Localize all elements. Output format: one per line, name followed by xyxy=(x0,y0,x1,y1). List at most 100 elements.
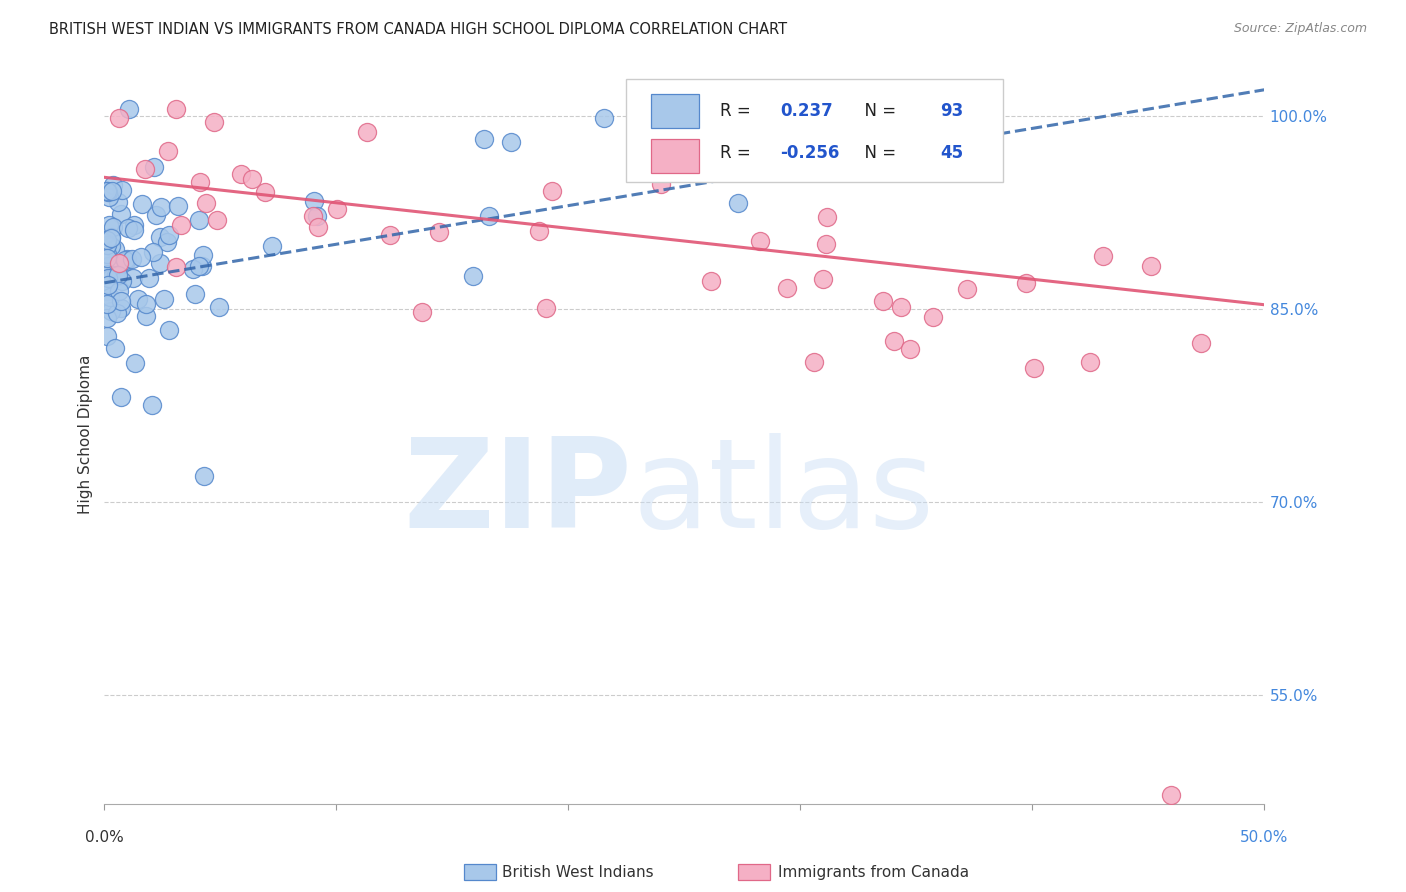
Point xyxy=(811,271,834,285)
Point xyxy=(326,202,349,216)
Point xyxy=(97,277,120,292)
Point xyxy=(527,224,550,238)
Text: -0.256: -0.256 xyxy=(780,144,839,161)
Point xyxy=(889,301,911,315)
Point xyxy=(541,184,564,198)
Point xyxy=(149,230,172,244)
Point xyxy=(108,284,131,298)
Point xyxy=(97,218,120,232)
Text: Immigrants from Canada: Immigrants from Canada xyxy=(778,865,969,880)
Point xyxy=(100,229,122,244)
Point xyxy=(472,132,495,146)
Point xyxy=(1092,249,1115,263)
Text: N =: N = xyxy=(853,144,901,161)
Point xyxy=(240,171,263,186)
Text: 93: 93 xyxy=(941,103,965,120)
Point xyxy=(380,228,402,243)
Point xyxy=(142,161,165,175)
Point xyxy=(1140,259,1163,273)
Point xyxy=(124,355,146,369)
Point xyxy=(134,161,156,176)
Text: R =: R = xyxy=(720,144,756,161)
Point xyxy=(202,115,225,129)
Text: N =: N = xyxy=(853,103,901,120)
Point xyxy=(141,398,163,412)
Point xyxy=(97,277,120,292)
Point xyxy=(142,244,165,259)
Text: 45: 45 xyxy=(941,144,963,161)
Point xyxy=(100,239,122,253)
Point xyxy=(1015,277,1038,291)
Point xyxy=(700,274,723,288)
Point xyxy=(97,267,120,281)
Point xyxy=(803,355,825,369)
Text: 50.0%: 50.0% xyxy=(1240,830,1288,845)
Point xyxy=(100,271,122,285)
Point xyxy=(534,301,557,316)
Point xyxy=(100,184,122,198)
Point xyxy=(110,301,132,315)
Point xyxy=(208,301,231,315)
Point xyxy=(776,281,799,295)
Y-axis label: High School Diploma: High School Diploma xyxy=(79,354,93,514)
Point xyxy=(749,235,772,249)
Point xyxy=(152,292,174,306)
Point xyxy=(107,194,129,209)
Point xyxy=(98,289,121,303)
Text: Source: ZipAtlas.com: Source: ZipAtlas.com xyxy=(1233,22,1367,36)
Point xyxy=(135,309,157,323)
Point xyxy=(1189,335,1212,350)
Point xyxy=(181,261,204,276)
Point xyxy=(124,218,146,232)
Point xyxy=(307,210,329,224)
Bar xyxy=(651,138,699,173)
Point xyxy=(105,305,128,319)
Point xyxy=(427,225,450,239)
Point xyxy=(956,282,979,296)
Point xyxy=(111,274,134,288)
Point xyxy=(127,292,149,306)
Point xyxy=(814,236,837,251)
Point xyxy=(184,287,207,301)
Point xyxy=(104,268,127,282)
Point xyxy=(307,220,329,235)
Point xyxy=(898,343,921,357)
Point xyxy=(157,323,180,337)
Point xyxy=(190,175,212,189)
Point xyxy=(193,248,215,262)
Point xyxy=(260,239,283,253)
Point xyxy=(716,102,738,116)
Point xyxy=(97,185,120,199)
Point xyxy=(1080,355,1102,369)
Point xyxy=(96,311,118,326)
Point xyxy=(817,210,839,224)
Point xyxy=(304,194,326,209)
Point xyxy=(921,310,943,324)
Point xyxy=(148,256,170,270)
Point xyxy=(96,297,118,311)
Point xyxy=(165,260,187,275)
Point xyxy=(122,270,145,285)
Point xyxy=(115,252,138,266)
Point xyxy=(156,145,179,159)
Point xyxy=(356,125,378,139)
Point xyxy=(107,269,129,284)
FancyBboxPatch shape xyxy=(626,78,1004,183)
Point xyxy=(110,391,132,405)
Point xyxy=(411,304,433,318)
Point xyxy=(872,293,894,308)
Point xyxy=(145,208,167,222)
Point xyxy=(96,251,118,265)
Point xyxy=(191,259,214,273)
Point xyxy=(101,220,124,235)
Point xyxy=(96,329,118,343)
Point xyxy=(1160,788,1182,802)
Point xyxy=(96,233,118,247)
Point xyxy=(195,195,218,210)
Point xyxy=(138,271,160,285)
Point xyxy=(100,231,122,245)
Point xyxy=(135,296,157,310)
Point xyxy=(104,341,127,355)
Point xyxy=(801,102,824,116)
Point xyxy=(188,213,211,227)
